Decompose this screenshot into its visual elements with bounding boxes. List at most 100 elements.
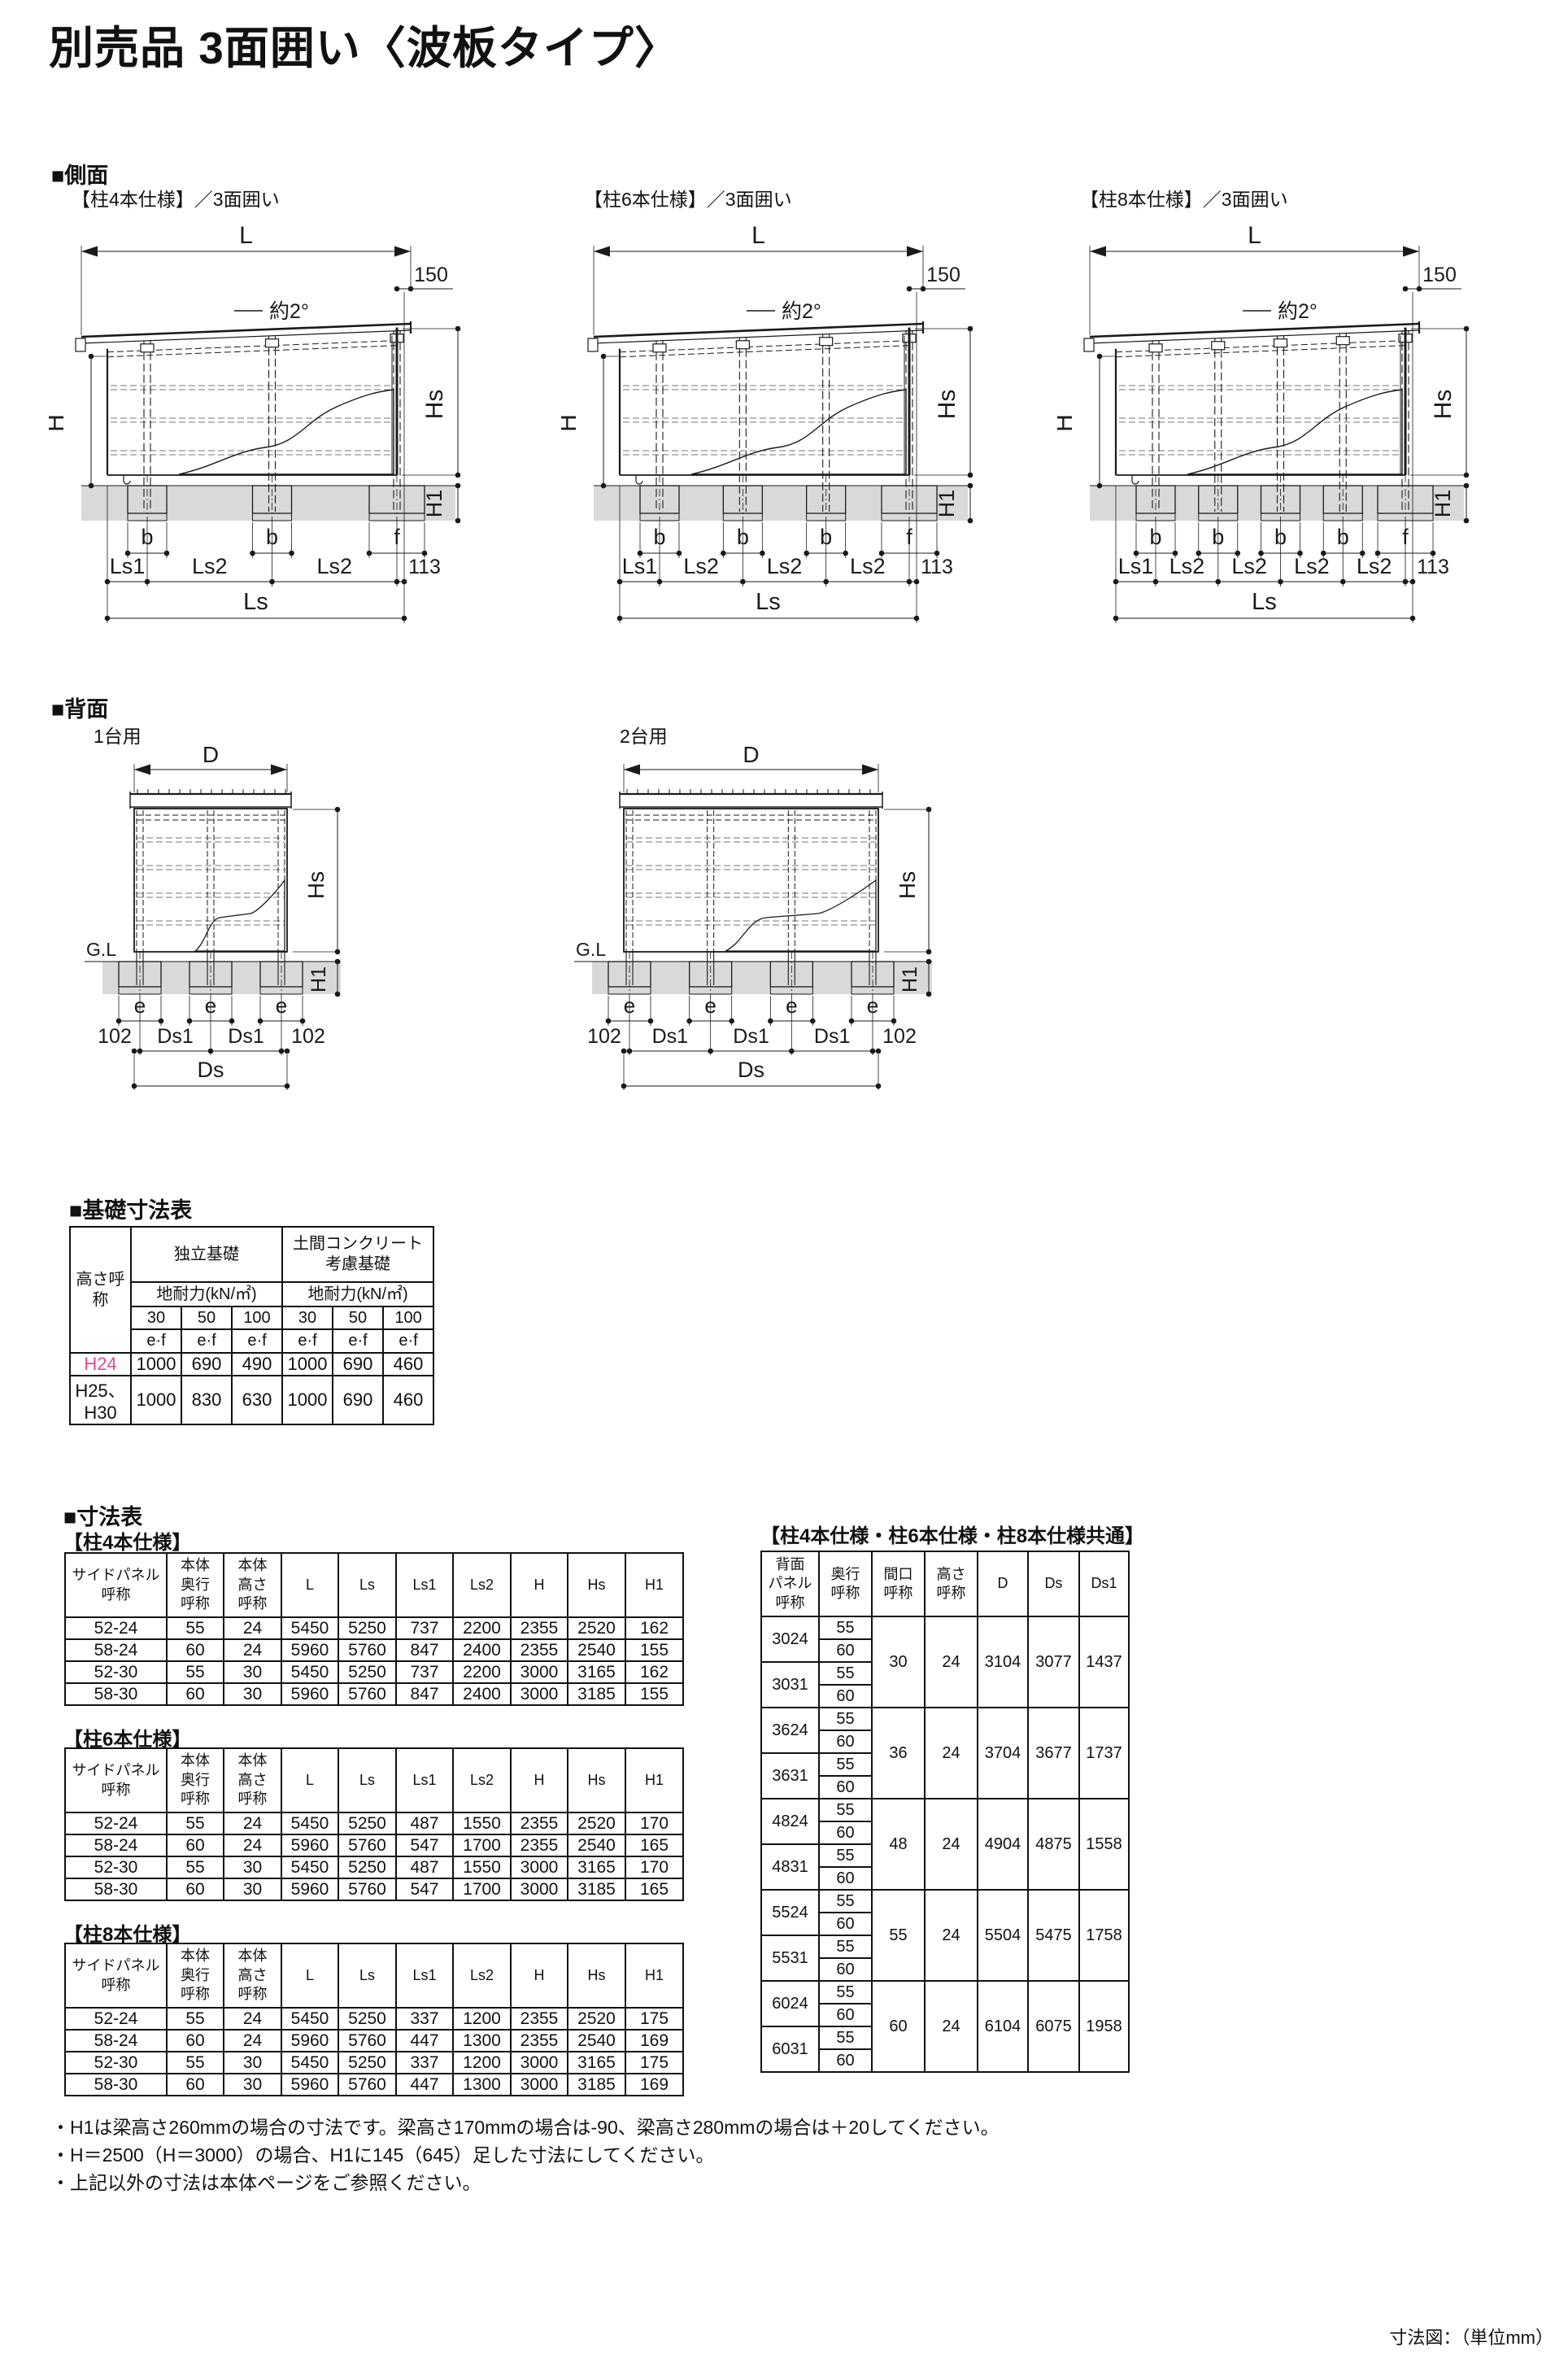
height: 24 [924, 1707, 978, 1799]
column-header: Ls [338, 1747, 397, 1813]
cell: 2400 [452, 1682, 512, 1706]
column-header: サイドパネル 呼称 [64, 1747, 168, 1813]
cell: 630 [230, 1375, 284, 1425]
depth: 60 [818, 1912, 873, 1936]
column-header: H [510, 1552, 568, 1618]
cell: 52-30 [64, 1856, 168, 1879]
column-header: Ls2 [452, 1747, 512, 1813]
footnotes: ・H1は梁高さ260mmの場合の寸法です。梁高さ170mmの場合は-90、梁高さ… [51, 2113, 1271, 2196]
ds1-value: 1958 [1078, 1980, 1130, 2073]
column-header: L [281, 1552, 339, 1618]
dim-label: 113 [1417, 556, 1449, 578]
cell: 5760 [338, 1834, 397, 1857]
cell: 52-30 [64, 2051, 168, 2074]
dim-label: H1 [899, 966, 921, 992]
unit-header: e·f [181, 1328, 233, 1354]
ds1-value: 1558 [1078, 1798, 1130, 1891]
cell: 169 [625, 2029, 684, 2052]
footnote-line: ・H1は梁高さ260mmの場合の寸法です。梁高さ170mmの場合は-90、梁高さ… [51, 2117, 1000, 2138]
column-header: L [281, 1747, 339, 1813]
ds-value: 4875 [1027, 1798, 1080, 1891]
depth: 55 [818, 1752, 873, 1777]
cell: 58-24 [64, 1834, 168, 1857]
cell: 1300 [452, 2029, 512, 2052]
cell: 447 [395, 2029, 454, 2052]
cell: 1700 [452, 1834, 512, 1857]
cell: 737 [395, 1616, 454, 1640]
cell: 5450 [281, 2007, 339, 2031]
column-header: Hs [567, 1747, 626, 1813]
cell: 175 [625, 2007, 684, 2031]
unit-header: e·f [382, 1328, 435, 1354]
cell: 58-30 [64, 1682, 168, 1706]
cell: 547 [395, 1834, 454, 1857]
panel-name: 6024 [760, 1980, 820, 2027]
column-header: 本体 奥行 呼称 [166, 1943, 224, 2009]
ds1-value: 1737 [1078, 1707, 1130, 1799]
cell: 5760 [338, 1638, 397, 1662]
column-header: 本体 高さ 呼称 [223, 1943, 282, 2009]
cell: 487 [395, 1812, 454, 1835]
dim-label: D [743, 747, 759, 767]
dim-label: 113 [408, 556, 441, 578]
dim-label: H1 [422, 490, 446, 518]
cell: 3185 [567, 2073, 626, 2096]
dim-label: 102 [587, 1025, 621, 1048]
column-header: Ls [338, 1552, 397, 1618]
unit-header: e·f [332, 1328, 385, 1354]
column-header: H [510, 1943, 568, 2009]
column-header: D [977, 1551, 1029, 1617]
width: 30 [871, 1616, 926, 1708]
cell: 690 [332, 1352, 385, 1376]
cell: 30 [223, 1856, 282, 1879]
cell: 55 [166, 1856, 224, 1879]
height: 24 [924, 1616, 978, 1708]
cell: 2540 [567, 2029, 626, 2052]
dim-label: G.L [576, 939, 606, 960]
cell: 55 [166, 1616, 224, 1640]
panel-name: 5524 [760, 1889, 820, 1936]
dim-label: Ls2 [316, 554, 352, 578]
cell: 3000 [510, 1878, 568, 1901]
cell: 3185 [567, 1878, 626, 1901]
cell: 60 [166, 1878, 224, 1901]
cell: 737 [395, 1660, 454, 1684]
spec-table-8posts: サイドパネル 呼称 本体 奥行 呼称 本体 高さ 呼称 L Ls Ls1 Ls2 H Hs H1 5… [64, 1943, 684, 2096]
load-header: 100 [230, 1306, 284, 1330]
dim-label: H [49, 414, 69, 432]
d-value: 3104 [977, 1616, 1029, 1708]
cell: 55 [166, 1812, 224, 1835]
cell: 5450 [281, 2051, 339, 2074]
dim-label: Ls2 [850, 554, 886, 578]
cell: 30 [223, 1682, 282, 1706]
column-header: H [510, 1747, 568, 1813]
cell: 3165 [567, 2051, 626, 2074]
column-header: Ls1 [395, 1943, 454, 2009]
panel-name: 6031 [760, 2026, 820, 2073]
cell: 2355 [510, 1834, 568, 1857]
cell: 1000 [130, 1375, 182, 1425]
height: 24 [924, 1980, 978, 2073]
panel-name: 3631 [760, 1752, 820, 1799]
panel-name: 3024 [760, 1616, 820, 1663]
dimension-section-heading: ■寸法表 [63, 1505, 143, 1529]
cell: 460 [382, 1352, 435, 1376]
cell: 30 [223, 2073, 282, 2096]
cell: 447 [395, 2073, 454, 2096]
column-header: Hs [567, 1552, 626, 1618]
cell: 55 [166, 2051, 224, 2074]
dim-label: 約2° [1278, 300, 1318, 323]
ds-value: 6075 [1027, 1980, 1080, 2073]
cell: 60 [166, 1638, 224, 1662]
cell: 5250 [338, 1812, 397, 1835]
cell: 3000 [510, 1682, 568, 1706]
dim-label: Ls [756, 589, 781, 615]
dim-label: 150 [414, 264, 448, 286]
width: 48 [871, 1798, 926, 1891]
dim-label: Ds1 [157, 1025, 193, 1048]
dim-label: Ds [198, 1058, 224, 1082]
cell: 1200 [452, 2051, 512, 2074]
cell: 5250 [338, 1856, 397, 1879]
dim-label: Ls1 [110, 554, 146, 578]
